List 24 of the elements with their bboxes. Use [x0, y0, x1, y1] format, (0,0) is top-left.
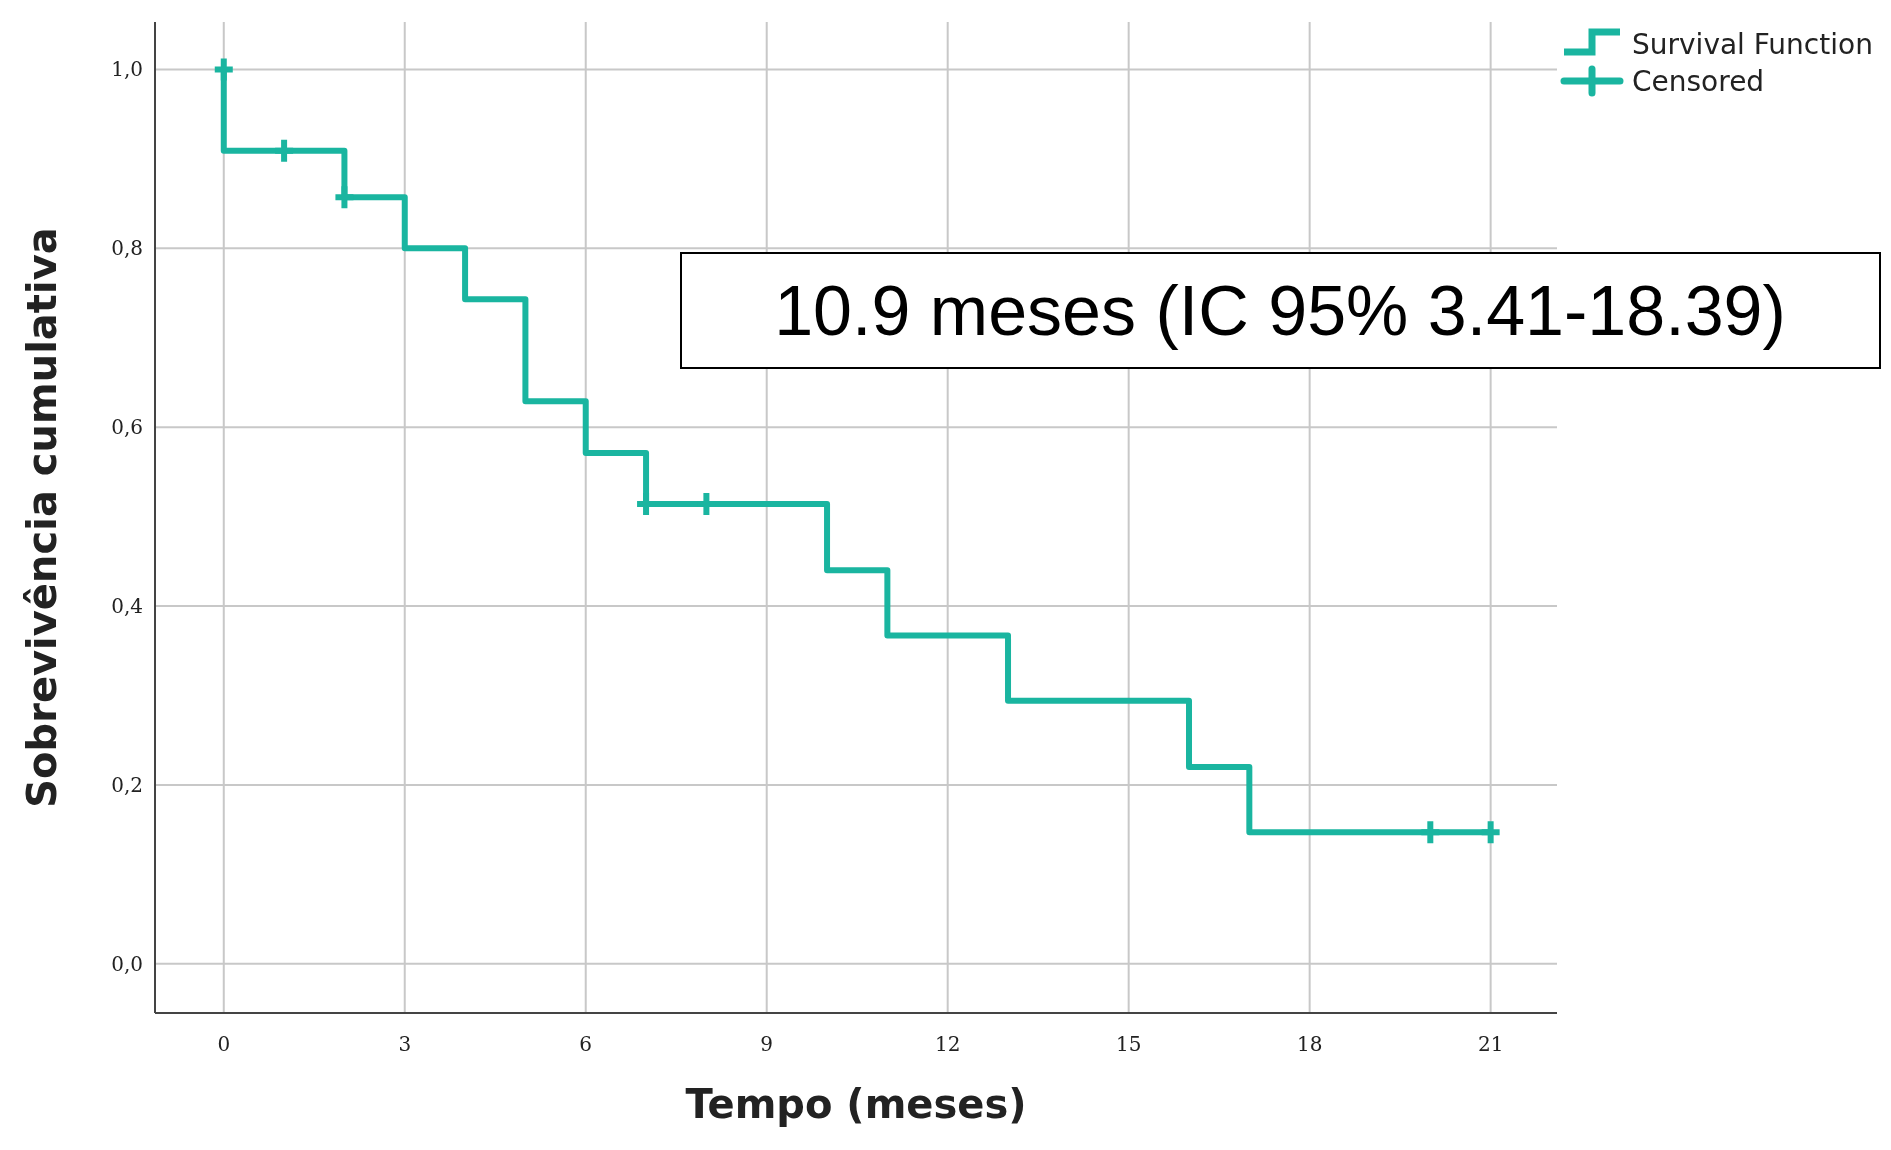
y-tick-label: 0,8 — [111, 236, 143, 261]
x-tick-label: 6 — [579, 1032, 593, 1056]
point — [275, 139, 294, 162]
point — [214, 58, 233, 81]
x-axis-title: Tempo (meses) — [685, 1081, 1027, 1127]
x-tick-label: 0 — [217, 1032, 231, 1056]
annotation: 10.9 meses (IC 95% 3.41-18.39) — [774, 272, 1786, 350]
x-tick-label: 15 — [1115, 1032, 1142, 1056]
x-tick-label: 3 — [398, 1032, 412, 1056]
x-tick-label: 21 — [1477, 1032, 1504, 1056]
legend-label: Censored — [1632, 65, 1765, 98]
legend-label: Survival Function — [1632, 28, 1873, 61]
point — [1481, 821, 1500, 844]
y-tick-label: 0,2 — [111, 772, 143, 797]
y-tick-label: 0,6 — [111, 415, 143, 440]
point — [1421, 821, 1440, 844]
y-tick-label: 1,0 — [111, 57, 143, 82]
y-tick-label: 0,0 — [111, 951, 143, 976]
y-tick-label: 0,4 — [111, 594, 143, 619]
x-tick-label: 9 — [760, 1032, 774, 1056]
x-tick-label: 12 — [934, 1032, 961, 1056]
x-tick-label: 18 — [1296, 1032, 1323, 1056]
y-axis-title: Sobrevivência cumulativa — [19, 227, 65, 808]
point — [335, 186, 354, 209]
